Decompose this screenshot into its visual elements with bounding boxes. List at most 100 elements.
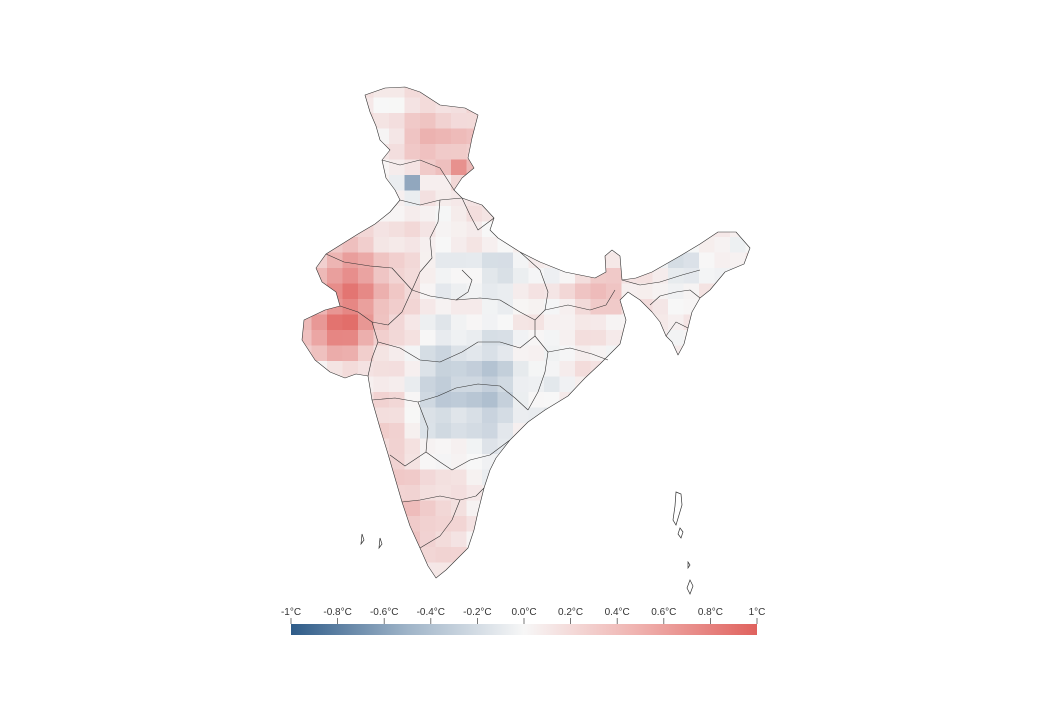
grid-cell bbox=[389, 438, 405, 455]
grid-cell bbox=[389, 361, 405, 377]
grid-cell bbox=[389, 376, 405, 393]
grid-cell bbox=[311, 159, 328, 176]
grid-cell bbox=[683, 361, 700, 377]
grid-cell bbox=[311, 221, 328, 238]
grid-cell bbox=[637, 190, 653, 207]
grid-cell bbox=[559, 345, 576, 362]
grid-cell bbox=[575, 175, 591, 191]
grid-cell bbox=[683, 190, 700, 207]
grid-cell bbox=[482, 87, 498, 98]
grid-cell bbox=[528, 206, 545, 222]
grid-cell bbox=[714, 531, 731, 548]
grid-cell bbox=[435, 206, 452, 222]
grid-cell bbox=[342, 128, 359, 145]
grid-cell bbox=[358, 206, 374, 222]
grid-cell bbox=[373, 314, 390, 331]
grid-cell bbox=[652, 531, 669, 548]
grid-cell bbox=[404, 299, 421, 315]
grid-cell bbox=[606, 221, 622, 238]
grid-cell bbox=[528, 345, 545, 362]
grid-cell bbox=[575, 206, 591, 222]
grid-cell bbox=[590, 562, 607, 578]
grid-cell bbox=[497, 485, 514, 501]
grid-cell bbox=[302, 469, 312, 486]
boundary-line bbox=[411, 289, 536, 336]
grid-cell bbox=[575, 531, 591, 548]
grid-cell bbox=[683, 516, 700, 532]
grid-cell bbox=[497, 516, 514, 532]
grid-cell bbox=[590, 283, 607, 300]
grid-cell bbox=[559, 361, 576, 377]
grid-cell bbox=[559, 175, 576, 191]
grid-cell bbox=[451, 268, 467, 284]
grid-cell bbox=[606, 268, 622, 284]
grid-cell bbox=[745, 175, 750, 191]
grid-cell bbox=[451, 330, 467, 346]
grid-cell bbox=[404, 159, 421, 176]
grid-cell bbox=[466, 516, 483, 532]
grid-cell bbox=[714, 128, 731, 145]
grid-cell bbox=[302, 392, 312, 408]
grid-cell bbox=[482, 516, 498, 532]
grid-cell bbox=[373, 392, 390, 408]
grid-cell bbox=[730, 299, 746, 315]
grid-cell bbox=[389, 407, 405, 424]
grid-cell bbox=[435, 531, 452, 548]
grid-cell bbox=[730, 252, 746, 269]
grid-cell bbox=[420, 485, 436, 501]
grid-cell bbox=[544, 485, 560, 501]
grid-cell bbox=[420, 299, 436, 315]
grid-cell bbox=[730, 206, 746, 222]
grid-cell bbox=[436, 578, 452, 594]
grid-cell bbox=[590, 392, 607, 408]
grid-cell bbox=[302, 407, 312, 424]
grid-cell bbox=[435, 299, 452, 315]
grid-cell bbox=[497, 175, 514, 191]
grid-cell bbox=[621, 500, 638, 517]
grid-cell bbox=[404, 221, 421, 238]
grid-cell bbox=[404, 237, 421, 253]
grid-cell bbox=[373, 547, 390, 563]
grid-cell bbox=[482, 314, 498, 331]
grid-cell bbox=[559, 299, 576, 315]
grid-cell bbox=[302, 252, 312, 269]
grid-cell bbox=[559, 500, 576, 517]
grid-cell bbox=[621, 97, 638, 114]
grid-cell bbox=[699, 345, 715, 362]
grid-cell bbox=[389, 128, 405, 145]
grid-cell bbox=[544, 268, 560, 284]
grid-cell bbox=[497, 562, 514, 578]
grid-cell bbox=[513, 547, 529, 563]
grid-cell bbox=[528, 361, 545, 377]
grid-cell bbox=[590, 144, 607, 160]
grid-cell bbox=[559, 206, 576, 222]
grid-cell bbox=[652, 144, 669, 160]
grid-cell bbox=[513, 531, 529, 548]
grid-cell bbox=[420, 237, 436, 253]
grid-cell bbox=[358, 268, 374, 284]
grid-cell bbox=[389, 485, 405, 501]
grid-cell bbox=[466, 469, 483, 486]
grid-cell bbox=[389, 314, 405, 331]
grid-cell bbox=[652, 392, 669, 408]
boundary-line bbox=[621, 269, 701, 286]
grid-cell bbox=[544, 237, 560, 253]
grid-cell bbox=[559, 252, 576, 269]
grid-cell bbox=[302, 299, 312, 315]
grid-cell bbox=[404, 190, 421, 207]
grid-cell bbox=[637, 562, 653, 578]
grid-cell bbox=[699, 314, 715, 331]
grid-cell bbox=[544, 407, 560, 424]
grid-cell bbox=[404, 547, 421, 563]
grid-cell bbox=[683, 454, 700, 470]
grid-cell bbox=[513, 376, 529, 393]
grid-cell bbox=[590, 206, 607, 222]
grid-cell bbox=[745, 438, 750, 455]
grid-cell bbox=[435, 252, 452, 269]
grid-cell bbox=[637, 454, 653, 470]
grid-cell bbox=[606, 547, 622, 563]
grid-cell bbox=[435, 392, 452, 408]
grid-cell bbox=[745, 97, 750, 114]
grid-cell bbox=[745, 128, 750, 145]
grid-cell bbox=[513, 562, 529, 578]
